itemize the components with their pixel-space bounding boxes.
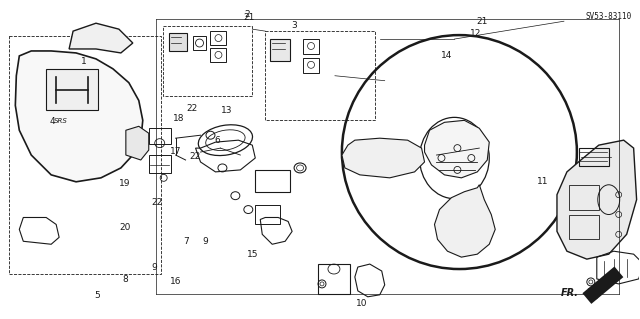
Text: 4: 4 bbox=[49, 117, 55, 126]
Text: 6: 6 bbox=[215, 136, 221, 145]
Text: 22: 22 bbox=[151, 198, 163, 207]
Polygon shape bbox=[15, 51, 143, 182]
Bar bbox=[163, 26, 252, 96]
Bar bbox=[148, 128, 171, 144]
Text: FR.: FR. bbox=[561, 288, 579, 298]
Bar bbox=[211, 31, 227, 45]
Text: 8: 8 bbox=[122, 275, 128, 284]
Text: 3: 3 bbox=[291, 21, 297, 30]
Bar bbox=[10, 36, 161, 274]
Text: 19: 19 bbox=[119, 179, 131, 188]
Bar bbox=[318, 264, 350, 294]
Bar bbox=[46, 69, 98, 110]
Bar bbox=[265, 31, 375, 120]
Bar bbox=[579, 148, 609, 166]
Polygon shape bbox=[342, 138, 424, 178]
Text: 18: 18 bbox=[173, 114, 185, 123]
Text: 5: 5 bbox=[94, 291, 100, 300]
Bar bbox=[255, 204, 280, 225]
Text: 21: 21 bbox=[244, 13, 255, 22]
Text: 13: 13 bbox=[221, 106, 233, 115]
Polygon shape bbox=[69, 23, 133, 53]
Polygon shape bbox=[435, 185, 495, 257]
Text: SV53-83110: SV53-83110 bbox=[586, 12, 632, 21]
Text: 10: 10 bbox=[356, 299, 367, 308]
Bar bbox=[169, 33, 187, 51]
Text: 16: 16 bbox=[170, 277, 182, 286]
Polygon shape bbox=[126, 126, 148, 160]
Text: 14: 14 bbox=[441, 51, 452, 60]
Bar bbox=[193, 36, 207, 50]
Text: 2: 2 bbox=[244, 10, 250, 19]
Text: 15: 15 bbox=[246, 250, 258, 259]
Text: 7: 7 bbox=[183, 237, 189, 246]
Bar bbox=[270, 39, 290, 61]
Bar bbox=[148, 155, 171, 173]
Bar bbox=[569, 185, 599, 210]
Text: 9: 9 bbox=[202, 237, 208, 246]
Polygon shape bbox=[557, 140, 637, 259]
Bar bbox=[303, 39, 319, 54]
Text: 1: 1 bbox=[81, 57, 87, 66]
Text: SRS: SRS bbox=[54, 118, 68, 124]
Text: 22: 22 bbox=[189, 152, 200, 161]
Bar bbox=[255, 170, 290, 192]
Text: 20: 20 bbox=[119, 223, 131, 232]
Bar bbox=[569, 214, 599, 239]
Text: 11: 11 bbox=[537, 177, 548, 186]
Polygon shape bbox=[424, 120, 489, 178]
Text: 12: 12 bbox=[470, 28, 481, 38]
Text: 17: 17 bbox=[170, 147, 182, 156]
Text: 21: 21 bbox=[476, 18, 488, 26]
Bar bbox=[303, 58, 319, 73]
Polygon shape bbox=[588, 276, 614, 300]
Text: 9: 9 bbox=[151, 263, 157, 271]
Text: 22: 22 bbox=[186, 104, 197, 113]
Bar bbox=[211, 48, 227, 62]
